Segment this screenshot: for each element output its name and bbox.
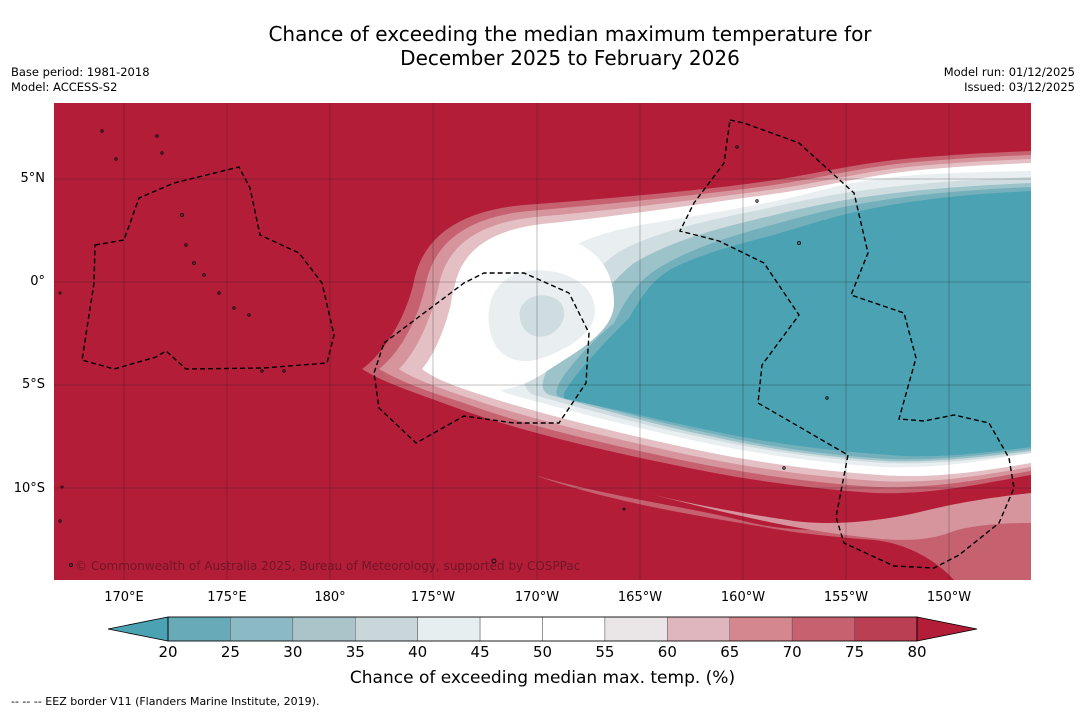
lat-label-5s: 5°S	[21, 377, 45, 392]
model-name: Model: ACCESS-S2	[11, 80, 118, 94]
colorbar-tick-label: 80	[907, 643, 927, 661]
lon-label-180: 180°	[314, 590, 346, 605]
lon-label-170w: 170°W	[514, 590, 560, 605]
issued-date: Issued: 03/12/2025	[964, 80, 1075, 94]
colorbar-segment	[230, 616, 294, 642]
colorbar-tick-label: 75	[845, 643, 865, 661]
colorbar-tick-label: 35	[345, 643, 365, 661]
copyright-notice: © Commonwealth of Australia 2025, Bureau…	[75, 559, 581, 573]
cool-core	[563, 191, 1031, 457]
lon-label-155w: 155°W	[823, 590, 869, 605]
colorbar-segment	[417, 616, 481, 642]
eez-borders	[81, 119, 1015, 569]
colorbar-tick-label: 45	[470, 643, 490, 661]
lat-label-5n: 5°N	[20, 171, 46, 186]
meta-left: Base period: 1981-2018 Model: ACCESS-S2	[11, 65, 150, 95]
colorbar-segment	[167, 616, 231, 642]
meta-right: Model run: 01/12/2025 Issued: 03/12/2025	[944, 65, 1075, 95]
colorbar-segment	[791, 616, 855, 642]
colorbar-tick-label: 70	[782, 643, 802, 661]
colorbar-tick-label: 30	[283, 643, 303, 661]
graticule	[54, 103, 1031, 580]
forecast-map	[54, 103, 1031, 580]
colorbar-label: Chance of exceeding median max. temp. (%…	[349, 668, 736, 688]
colorbar-tick-label: 65	[720, 643, 740, 661]
colorbar-segment	[479, 616, 543, 642]
lon-label-165w: 165°W	[617, 590, 663, 605]
colorbar-segment	[667, 616, 730, 642]
base-period: Base period: 1981-2018	[11, 65, 150, 79]
colorbar-tick-label: 40	[408, 643, 428, 661]
model-run: Model run: 01/12/2025	[943, 65, 1075, 79]
colorbar-high-extension	[916, 616, 978, 642]
lon-label-175w: 175°W	[410, 590, 456, 605]
eez-line-islands	[678, 119, 1015, 569]
colorbar-outline	[167, 616, 918, 642]
colorbar-tick-label: 20	[158, 643, 178, 661]
warm-band-southeast-inner	[654, 493, 1031, 540]
eez-phoenix	[373, 272, 590, 444]
lat-label-10s: 10°S	[13, 481, 45, 496]
eez-tuvalu-kiribati-west	[81, 166, 335, 370]
title-line-1: Chance of exceeding the median maximum t…	[268, 22, 872, 46]
colorbar-tick-label: 25	[220, 643, 240, 661]
colorbar-segment	[542, 616, 606, 642]
colorbar-tick-label: 50	[532, 643, 553, 661]
lon-label-160w: 160°W	[720, 590, 766, 605]
colorbar-segment	[604, 616, 668, 642]
grey-core-inner	[519, 295, 565, 337]
lon-label-170e: 170°E	[104, 590, 144, 605]
colorbar-segment	[292, 616, 356, 642]
colorbar-segment	[854, 616, 918, 642]
title-line-2: December 2025 to February 2026	[400, 46, 740, 70]
eez-legend-footer: -- -- -- EEZ border V11 (Flanders Marine…	[11, 695, 320, 708]
lat-label-0: 0°	[30, 274, 45, 289]
colorbar-segment	[355, 616, 418, 642]
colorbar	[107, 616, 978, 642]
colorbar-segment	[729, 616, 793, 642]
lon-label-175e: 175°E	[207, 590, 247, 605]
island-outlines	[58, 129, 829, 567]
chart-title: Chance of exceeding the median maximum t…	[0, 22, 1085, 70]
lon-label-150w: 150°W	[926, 590, 972, 605]
colorbar-tick-label: 60	[657, 643, 677, 661]
colorbar-tick-label: 55	[595, 643, 615, 661]
colorbar-low-extension	[107, 616, 169, 642]
